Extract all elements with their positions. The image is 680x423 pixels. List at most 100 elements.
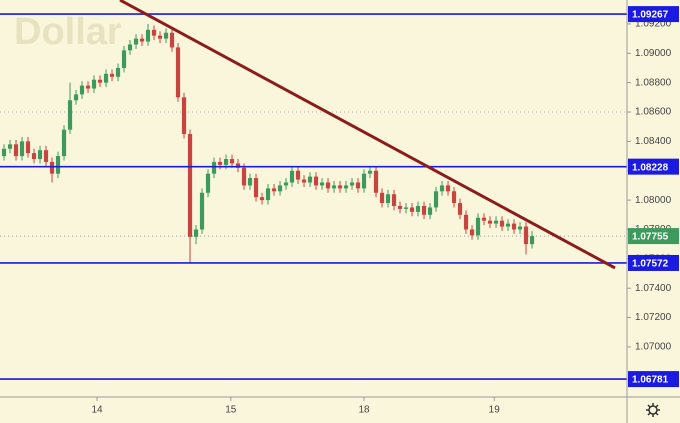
candle-body	[187, 134, 193, 237]
candle-body	[475, 217, 481, 236]
candle-body	[103, 73, 109, 83]
candle-body	[37, 150, 43, 160]
candle-body	[409, 207, 415, 212]
candle-body	[385, 194, 391, 204]
candle-body	[241, 167, 247, 186]
candle-body	[313, 176, 319, 186]
level-label: 1.06781	[632, 375, 669, 386]
candle-body	[517, 226, 523, 230]
level-label-box	[628, 371, 679, 388]
candle-body	[307, 176, 313, 183]
current-price-label: 1.07755	[632, 232, 669, 243]
candle-body	[463, 214, 469, 230]
candle-body	[49, 161, 55, 174]
candle-body	[367, 170, 373, 174]
candle-body	[505, 223, 511, 227]
candle-body	[451, 191, 457, 204]
candle-body	[43, 150, 49, 162]
candle-body	[265, 188, 271, 201]
candle-body	[289, 170, 295, 183]
y-tick-label: 1.08800	[635, 77, 672, 88]
candle-body	[529, 236, 535, 245]
candle-body	[145, 29, 151, 42]
x-tick-label: 15	[225, 405, 237, 416]
candle-body	[247, 178, 253, 186]
candle-body	[379, 192, 385, 204]
candle-body	[433, 191, 439, 208]
candle-body	[331, 185, 337, 189]
candle-body	[193, 229, 199, 237]
candle-body	[439, 185, 445, 192]
candle-body	[115, 67, 121, 77]
candle-body	[253, 178, 259, 198]
candle-body	[169, 32, 175, 48]
candle-body	[175, 47, 181, 98]
candle-body	[469, 229, 475, 236]
gear-teeth	[646, 403, 660, 417]
candle-body	[493, 220, 499, 224]
candle-body	[391, 194, 397, 206]
candle-body	[25, 141, 31, 154]
candle-body	[217, 161, 223, 165]
trend-line	[119, 0, 616, 270]
candle-body	[121, 50, 127, 68]
candle-body	[361, 173, 367, 189]
candle-body	[133, 38, 139, 45]
candle-body	[31, 153, 37, 160]
x-tick-label: 19	[489, 405, 501, 416]
candle-body	[1, 148, 7, 157]
candle-body	[295, 170, 301, 180]
candle-body	[97, 79, 103, 83]
candle-body	[199, 192, 205, 230]
candle-body	[127, 44, 133, 51]
candle-body	[325, 182, 331, 189]
candle-body	[481, 217, 487, 221]
candle-body	[415, 205, 421, 212]
candle-body	[457, 203, 463, 215]
candle-body	[61, 129, 67, 157]
candle-body	[283, 182, 289, 186]
candle-body	[151, 29, 157, 36]
candle-body	[319, 182, 325, 186]
candle-body	[163, 32, 169, 39]
y-tick-label: 1.08600	[635, 107, 672, 118]
candle-body	[229, 159, 235, 164]
candle-body	[349, 182, 355, 186]
candle-body	[271, 188, 277, 192]
level-label-box	[628, 6, 679, 23]
candle-body	[397, 205, 403, 209]
candle-body	[223, 159, 229, 165]
x-tick-label: 14	[91, 405, 103, 416]
candle-body	[343, 185, 349, 189]
y-tick-label: 1.07000	[635, 342, 672, 353]
candle-body	[235, 163, 241, 168]
candle-body	[301, 179, 307, 183]
y-tick-label: 1.08400	[635, 136, 672, 147]
candle-body	[139, 38, 145, 42]
y-tick-label: 1.07200	[635, 312, 672, 323]
candle-body	[337, 185, 343, 189]
current-price-box	[628, 228, 679, 245]
candle-body	[7, 144, 13, 149]
level-label-box	[628, 158, 679, 175]
level-label-box	[628, 254, 679, 271]
settings-icon[interactable]	[646, 403, 660, 417]
plot-area	[0, 0, 627, 380]
level-label: 1.07572	[632, 259, 669, 270]
candle-body	[511, 223, 517, 230]
candle-body	[73, 94, 79, 101]
candle-body	[403, 207, 409, 209]
candle-body	[421, 205, 427, 215]
candle-body	[85, 85, 91, 89]
candle-body	[91, 79, 97, 89]
candle-body	[211, 161, 217, 174]
candle-body	[109, 73, 115, 77]
candle-body	[499, 220, 505, 227]
y-tick-label: 1.09000	[635, 48, 672, 59]
level-label: 1.08228	[632, 162, 669, 173]
y-tick-label: 1.09200	[635, 19, 672, 30]
candle-body	[427, 207, 433, 215]
candle-body	[55, 156, 61, 174]
candle-body	[67, 100, 73, 130]
